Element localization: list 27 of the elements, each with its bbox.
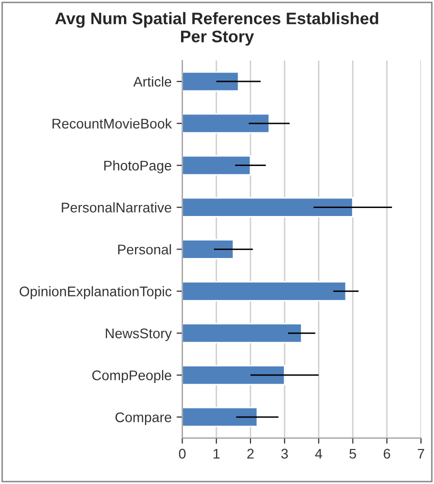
x-tick-label: 5 bbox=[349, 448, 356, 459]
bar bbox=[182, 406, 258, 428]
y-tick-label: PhotoPage bbox=[104, 160, 172, 174]
bar bbox=[182, 197, 354, 218]
bar bbox=[182, 113, 270, 134]
bar bbox=[182, 239, 234, 260]
x-tick-label: 6 bbox=[384, 448, 390, 459]
x-tick-label: 7 bbox=[418, 448, 424, 458]
x-tick-label: 4 bbox=[315, 448, 322, 458]
y-tick-label: Article bbox=[133, 76, 172, 87]
x-tick-label: 1 bbox=[214, 448, 220, 458]
y-tick-label: Compare bbox=[115, 412, 172, 425]
x-tick-label: 0 bbox=[178, 448, 186, 459]
bar bbox=[182, 281, 347, 302]
x-tick-label: 2 bbox=[247, 448, 254, 458]
y-tick-label: OpinionExplanationTopic bbox=[20, 286, 172, 300]
y-tick-label: Personal bbox=[118, 244, 171, 254]
y-tick-label: PersonalNarrative bbox=[62, 202, 172, 212]
y-tick-label: RecountMovieBook bbox=[52, 118, 172, 129]
bar bbox=[182, 71, 240, 92]
chart-title: Avg Num Spatial References Established Per Story bbox=[55, 12, 378, 46]
bar bbox=[182, 364, 286, 386]
bar bbox=[182, 155, 252, 176]
bar bbox=[182, 323, 302, 344]
x-tick-label: 3 bbox=[281, 448, 288, 459]
y-tick-label: CompPeople bbox=[92, 370, 172, 384]
y-tick-label: NewsStory bbox=[106, 328, 172, 342]
